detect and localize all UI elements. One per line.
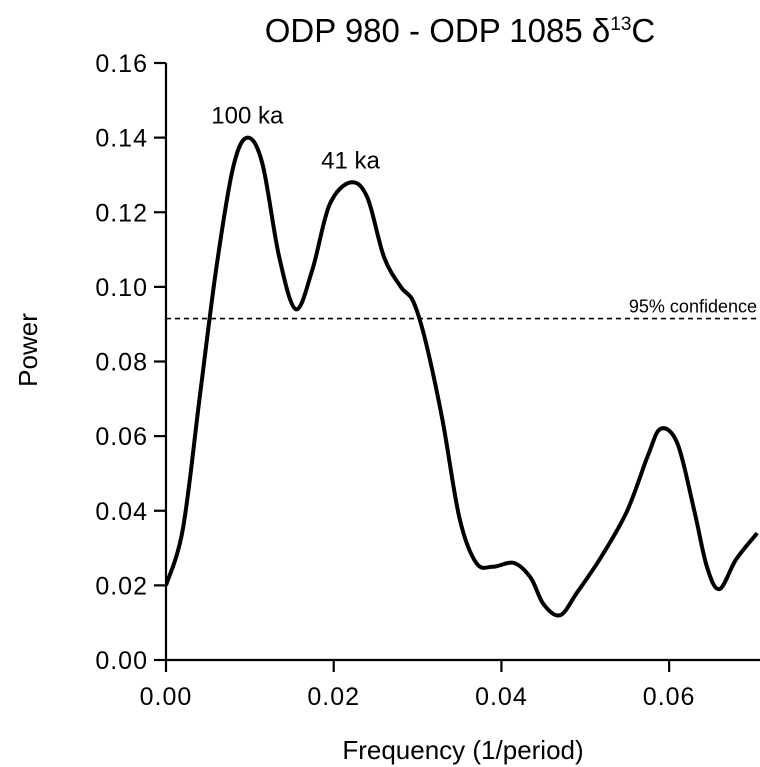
x-tick-label: 0.06: [643, 683, 696, 711]
y-tick-label: 0.06: [95, 423, 148, 451]
power-spectrum-line: [166, 135, 759, 618]
y-tick-label: 0.02: [95, 572, 148, 600]
chart-title: ODP 980 - ODP 1085 δ13C: [265, 12, 656, 49]
confidence-label: 95% confidence: [629, 297, 757, 317]
y-tick-label: 0.04: [95, 498, 148, 526]
chart-title-main: ODP 980 - ODP 1085 δ: [265, 12, 611, 49]
axes: 0.00 0.02 0.04 0.06 0.08 0.10 0.12 0.14 0.16 0.00…: [95, 50, 760, 711]
y-tick-label: 0.12: [95, 199, 148, 227]
y-tick-label: 0.16: [95, 50, 148, 78]
x-tick-label: 0.02: [307, 683, 360, 711]
annotations-group: 100 ka 41 ka: [211, 103, 380, 175]
x-tick-label: 0.04: [475, 683, 528, 711]
y-tick-label: 0.08: [95, 349, 148, 377]
peak-label: 100 ka: [211, 103, 284, 130]
peak-label: 41 ka: [321, 147, 380, 174]
chart-title-superscript: 13: [610, 14, 631, 35]
y-tick-label: 0.14: [95, 125, 148, 153]
x-axis-label: Frequency (1/period): [342, 735, 583, 765]
series-group: [166, 135, 759, 618]
x-tick-label: 0.00: [140, 683, 193, 711]
y-axis-label: Power: [13, 313, 43, 387]
y-tick-label: 0.00: [95, 647, 148, 675]
chart-title-end: C: [631, 12, 655, 49]
confidence-group: 95% confidence: [166, 297, 760, 320]
y-tick-label: 0.10: [95, 274, 148, 302]
